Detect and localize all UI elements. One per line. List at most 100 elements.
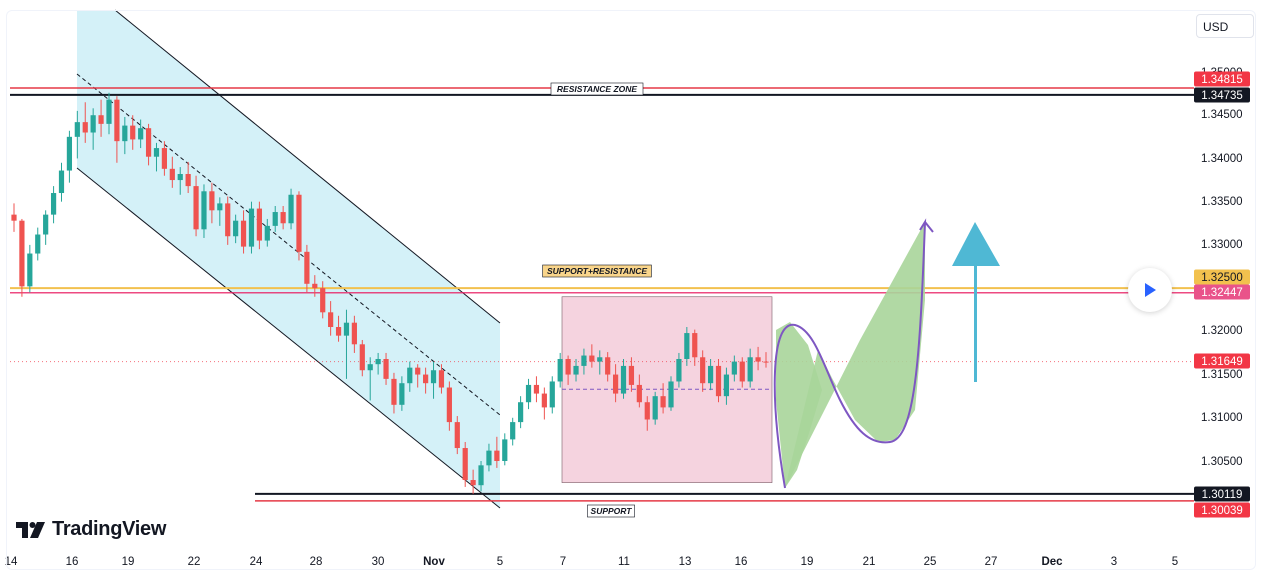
candle [367, 357, 373, 401]
candle [755, 346, 761, 371]
candle-body [328, 312, 334, 328]
time-tick-label: 28 [310, 556, 323, 568]
candle-body [668, 381, 674, 408]
price-label: 1.34815 [1194, 71, 1250, 87]
price-tick-label: 1.34000 [1201, 153, 1243, 165]
candle [707, 358, 714, 391]
price-label-box [1194, 269, 1250, 285]
candle-body [130, 125, 136, 140]
channel-fill [77, 10, 500, 508]
resistance-zone-label: RESISTANCE ZONE [550, 82, 644, 96]
candle-body [153, 148, 160, 157]
candle [676, 352, 682, 388]
time-tick-label: 27 [985, 556, 998, 568]
candle [533, 376, 540, 403]
candle [684, 327, 690, 366]
candle [525, 378, 532, 410]
price-label: 1.31649 [1194, 353, 1250, 369]
sr-label-text: SUPPORT+RESISTANCE [547, 266, 647, 276]
candle [731, 355, 737, 382]
candle [739, 357, 745, 388]
candle [605, 352, 611, 382]
currency-selector[interactable]: USD [1196, 14, 1254, 38]
candle-body [676, 358, 682, 382]
support-label: SUPPORT [587, 504, 635, 518]
candle-body [613, 374, 619, 394]
candle-body [399, 383, 405, 405]
candle-body [74, 122, 80, 137]
candle-body [731, 361, 737, 375]
time-tick-label: 16 [735, 556, 748, 568]
candle [248, 201, 255, 254]
candle [145, 123, 152, 166]
time-tick-label: 5 [497, 556, 503, 568]
candle [177, 167, 183, 195]
candle-body [510, 422, 516, 440]
candle-body [518, 402, 524, 423]
channel-upper-line [114, 9, 501, 324]
projection-fill-1 [776, 322, 822, 488]
replay-play-button[interactable] [1128, 268, 1172, 312]
price-tick-label: 1.33500 [1201, 196, 1243, 208]
time-tick-label: 3 [1111, 556, 1117, 568]
candle [328, 301, 334, 336]
price-tick-label: 1.32000 [1201, 325, 1243, 337]
price-label-text: 1.32447 [1201, 287, 1243, 299]
candle [66, 130, 73, 183]
candle-body [304, 251, 310, 284]
time-tick-label: 24 [250, 556, 263, 568]
candle-body [700, 357, 706, 384]
price-tick-label: 1.31000 [1201, 412, 1243, 424]
candle [296, 191, 302, 261]
candle [122, 116, 128, 155]
candle-body [106, 99, 112, 124]
price-label-box [1194, 71, 1250, 87]
candle-body [391, 378, 397, 405]
candle [581, 348, 587, 375]
time-tick-label: 30 [372, 556, 385, 568]
candle [82, 102, 88, 143]
candle-body [43, 214, 49, 235]
price-label-box [1194, 284, 1250, 300]
candle-body [549, 381, 555, 408]
candle [518, 396, 524, 429]
price-tick-label: 1.30500 [1201, 456, 1243, 468]
candle [106, 92, 112, 135]
candle [723, 367, 730, 405]
candle [470, 469, 476, 494]
candle-body [605, 357, 611, 375]
candle-body [161, 148, 167, 169]
candle-body [185, 174, 191, 187]
candle-body [169, 168, 175, 181]
candle-body [525, 384, 532, 403]
candle-body [248, 208, 255, 247]
time-tick-label: 14 [5, 556, 18, 568]
price-label: 1.30039 [1194, 502, 1250, 518]
candle-body [541, 393, 547, 408]
candle-body [177, 174, 183, 181]
candle-body [280, 212, 286, 224]
candle-body [264, 225, 270, 241]
candle-body [66, 136, 73, 171]
candle [478, 461, 484, 492]
candle [35, 227, 41, 261]
candle-body [660, 396, 666, 408]
candle-body [256, 208, 262, 241]
time-tick-label: 22 [188, 556, 201, 568]
candle-body [320, 288, 326, 313]
candle [486, 443, 492, 472]
candle [50, 186, 57, 224]
candle [454, 416, 460, 455]
candle-body [217, 203, 223, 211]
candle-body [636, 384, 642, 403]
candle [90, 108, 96, 150]
candle-body [343, 322, 350, 336]
candle [573, 358, 579, 382]
candle-body [58, 170, 65, 194]
candle-body [193, 186, 199, 230]
candle-body [312, 283, 318, 289]
candle-body [50, 193, 57, 215]
candle [304, 244, 310, 293]
candle [438, 364, 445, 394]
